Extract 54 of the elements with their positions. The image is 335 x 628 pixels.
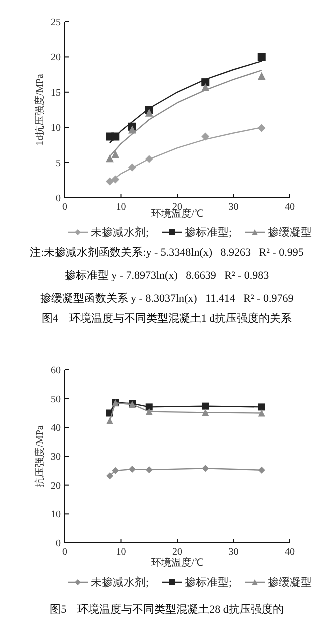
legend-label: 掺缓凝型 bbox=[268, 226, 312, 239]
y-tick-label: 30 bbox=[51, 452, 61, 463]
point bbox=[202, 465, 210, 472]
text: 注:未掺减水剂函数关系:y - 5.3348ln(x) 8.9263 R² - 0.995 bbox=[30, 246, 304, 259]
point bbox=[258, 72, 266, 80]
legend-label: 掺标准型; bbox=[185, 226, 232, 239]
legend-label: 未掺减水剂; bbox=[91, 226, 150, 239]
y-tick-label: 15 bbox=[51, 88, 61, 99]
y-tick-label: 5 bbox=[56, 158, 61, 170]
y-tick-label: 25 bbox=[51, 18, 61, 28]
y-tick-label: 10 bbox=[51, 123, 61, 134]
x-tick-label: 30 bbox=[228, 202, 239, 213]
y-tick-label: 40 bbox=[51, 423, 61, 434]
x-tick-label: 40 bbox=[285, 547, 295, 558]
point bbox=[129, 466, 136, 473]
point bbox=[202, 409, 210, 416]
text: 掺缓凝型函数关系 y - 8.3037ln(x) 11.414 R² - 0.9769 bbox=[40, 292, 294, 305]
point bbox=[146, 404, 153, 411]
x-tick-label: 10 bbox=[116, 547, 126, 558]
y-tick-label: 60 bbox=[51, 366, 61, 376]
point bbox=[112, 467, 120, 474]
point bbox=[258, 53, 266, 62]
y-tick-label: 20 bbox=[51, 52, 61, 64]
point bbox=[258, 404, 266, 411]
point bbox=[202, 132, 210, 141]
point bbox=[128, 126, 136, 134]
point bbox=[258, 410, 266, 417]
text: 图5 环境温度与不同类型混凝土28 d抗压强度的 bbox=[50, 603, 284, 616]
y-tick-label: 20 bbox=[51, 480, 61, 492]
point bbox=[145, 108, 154, 117]
point bbox=[146, 466, 153, 474]
legend-label: 未掺减水剂; bbox=[91, 576, 150, 589]
point bbox=[258, 466, 266, 474]
point bbox=[106, 472, 114, 480]
text: 掺标准型 y - 7.8973ln(x) 8.6639 R² - 0.983 bbox=[64, 269, 270, 282]
y-tick-label: 0 bbox=[56, 538, 61, 550]
point bbox=[112, 150, 120, 158]
point bbox=[202, 402, 210, 410]
point bbox=[106, 418, 114, 425]
x-tick-label: 30 bbox=[228, 547, 239, 558]
point bbox=[146, 408, 153, 416]
y-tick-label: 50 bbox=[51, 394, 61, 406]
text: 图4 环境温度与不同类型混凝土1 d抗压强度的关系 bbox=[42, 312, 292, 325]
x-tick-label: 20 bbox=[172, 547, 182, 558]
x-axis-title: 环境温度/℃ bbox=[152, 557, 204, 569]
y-tick-label: 0 bbox=[56, 194, 61, 204]
x-tick-label: 10 bbox=[116, 202, 126, 213]
y-tick-label: 10 bbox=[51, 510, 61, 521]
legend-label: 掺缓凝型 bbox=[268, 576, 312, 589]
y-axis-title: 抗压强度/MPa bbox=[34, 425, 46, 488]
legend-label: 掺标准型; bbox=[185, 576, 232, 589]
point bbox=[106, 154, 114, 163]
y-axis-title: 1d抗压强度/MPa bbox=[34, 74, 46, 146]
x-tick-label: 40 bbox=[285, 202, 295, 213]
